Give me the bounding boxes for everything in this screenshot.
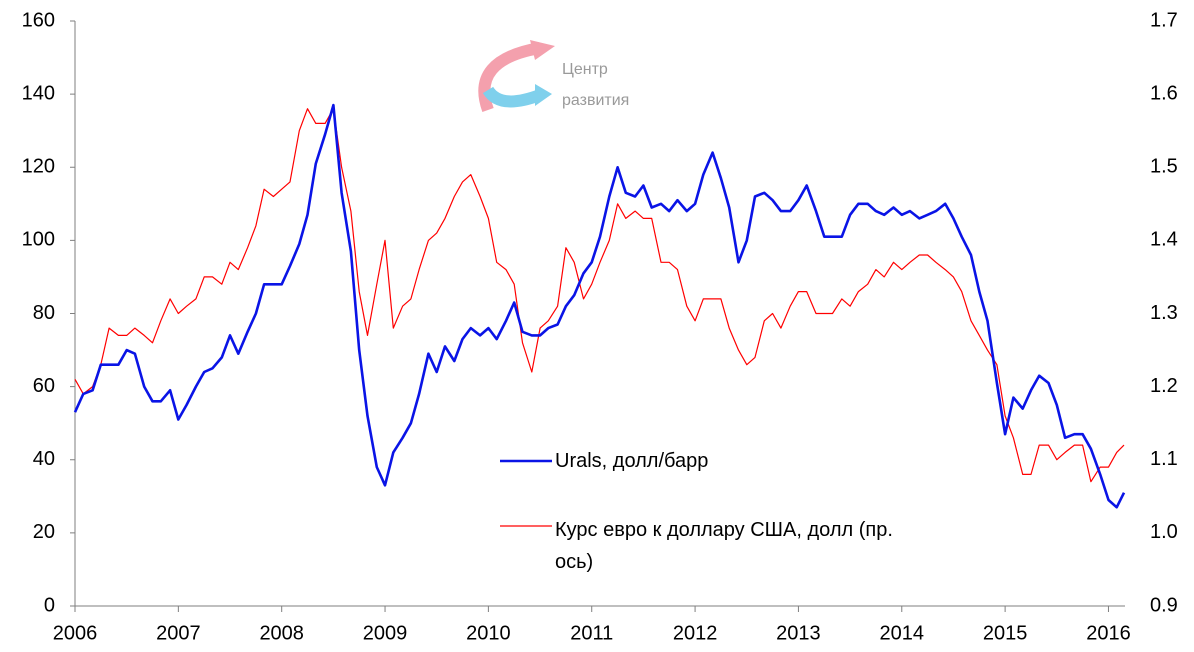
x-tick-label: 2008 — [259, 622, 304, 644]
x-tick-label: 2006 — [53, 622, 98, 644]
y-tick-label: 0 — [44, 594, 55, 616]
y2-tick-label: 1.7 — [1150, 9, 1178, 31]
y-tick-label: 60 — [33, 375, 55, 397]
logo-arc — [478, 42, 542, 113]
y-tick-label: 40 — [33, 448, 55, 470]
x-tick-label: 2014 — [880, 622, 925, 644]
logo-arrow — [535, 84, 552, 106]
watermark: Центр — [562, 61, 608, 78]
x-tick-label: 2013 — [776, 622, 821, 644]
y2-tick-label: 1.4 — [1150, 229, 1178, 251]
logo-arrow — [530, 40, 555, 60]
logo-arc — [482, 86, 543, 108]
y2-tick-label: 0.9 — [1150, 594, 1178, 616]
y-tick-label: 120 — [22, 156, 55, 178]
y2-tick-label: 1.6 — [1150, 82, 1178, 104]
y-tick-label: 100 — [22, 229, 55, 251]
legend-label: Urals, долл/барр — [555, 450, 709, 472]
x-tick-label: 2011 — [570, 622, 613, 644]
y2-tick-label: 1.5 — [1150, 156, 1178, 178]
x-tick-label: 2012 — [673, 622, 718, 644]
y2-tick-label: 1.3 — [1150, 302, 1178, 324]
x-tick-label: 2009 — [363, 622, 408, 644]
x-tick-label: 2016 — [1086, 622, 1131, 644]
series-line — [74, 108, 1125, 483]
y-tick-label: 160 — [22, 9, 55, 31]
y2-tick-label: 1.2 — [1150, 375, 1178, 397]
x-tick-label: 2015 — [983, 622, 1028, 644]
legend-label: Курс евро к доллару США, долл (пр. ось) — [555, 519, 893, 573]
y2-tick-label: 1.1 — [1150, 448, 1178, 470]
y-tick-label: 20 — [33, 521, 55, 543]
y2-tick-label: 1.0 — [1150, 521, 1178, 543]
watermark: развития — [562, 92, 629, 109]
series-line — [73, 103, 1126, 509]
y-tick-label: 140 — [22, 82, 55, 104]
y-tick-label: 80 — [33, 302, 55, 324]
x-tick-label: 2010 — [466, 622, 511, 644]
x-tick-label: 2007 — [156, 622, 201, 644]
